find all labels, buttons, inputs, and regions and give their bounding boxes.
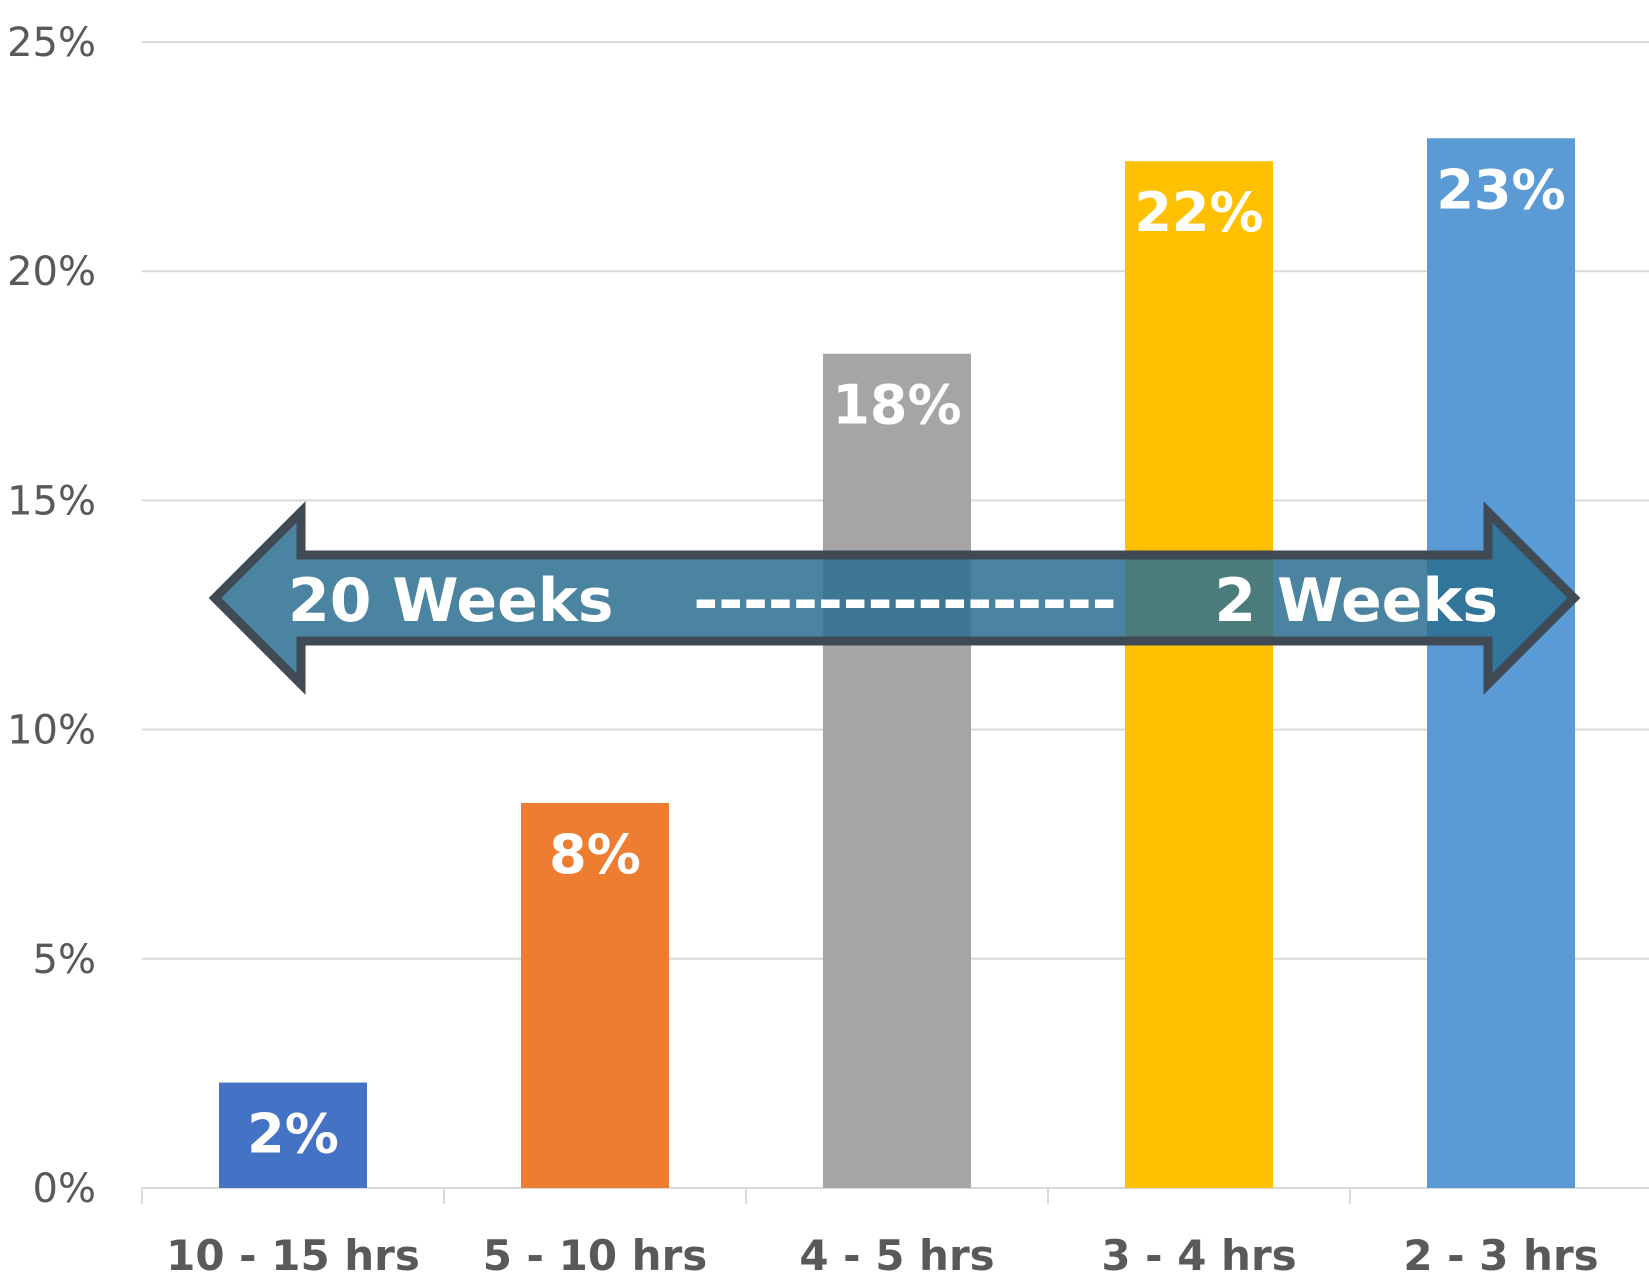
category-label: 5 - 10 hrs: [483, 1231, 708, 1280]
double-arrow-shape: [208, 501, 1581, 695]
bars: [219, 138, 1575, 1189]
bar: [219, 1082, 367, 1188]
category-label: 4 - 5 hrs: [799, 1231, 994, 1280]
y-axis-ticks: 0% 5% 10% 15% 20% 25%: [7, 20, 96, 1212]
category-label: 2 - 3 hrs: [1403, 1231, 1598, 1280]
bar: [1125, 161, 1273, 1189]
double-arrow-annotation: 20 Weeks ----------------- 2 Weeks: [208, 501, 1581, 695]
y-tick-label: 15%: [7, 478, 96, 524]
category-label: 10 - 15 hrs: [166, 1231, 420, 1280]
category-label: 3 - 4 hrs: [1101, 1231, 1296, 1280]
arrow-left-label: 20 Weeks: [288, 566, 613, 636]
arrow-right-label: 2 Weeks: [1214, 566, 1498, 636]
data-labels: 2% 8% 18% 22% 23%: [247, 158, 1565, 1165]
bar-data-label: 18%: [832, 374, 961, 437]
bar-data-label: 23%: [1436, 158, 1565, 221]
y-tick-label: 0%: [33, 1166, 96, 1212]
bar-data-label: 2%: [247, 1103, 339, 1166]
x-axis: [141, 1187, 1649, 1204]
bar-data-label: 8%: [549, 823, 641, 886]
bar: [521, 802, 669, 1188]
y-tick-label: 25%: [7, 20, 96, 66]
category-labels: 10 - 15 hrs 5 - 10 hrs 4 - 5 hrs 3 - 4 hrs 2…: [166, 1231, 1599, 1280]
bar: [823, 353, 971, 1188]
y-tick-label: 5%: [33, 937, 96, 983]
arrow-dashes: -----------------: [693, 566, 1116, 636]
y-tick-label: 20%: [7, 249, 96, 295]
bar-data-label: 22%: [1134, 181, 1263, 244]
y-tick-label: 10%: [7, 708, 96, 754]
